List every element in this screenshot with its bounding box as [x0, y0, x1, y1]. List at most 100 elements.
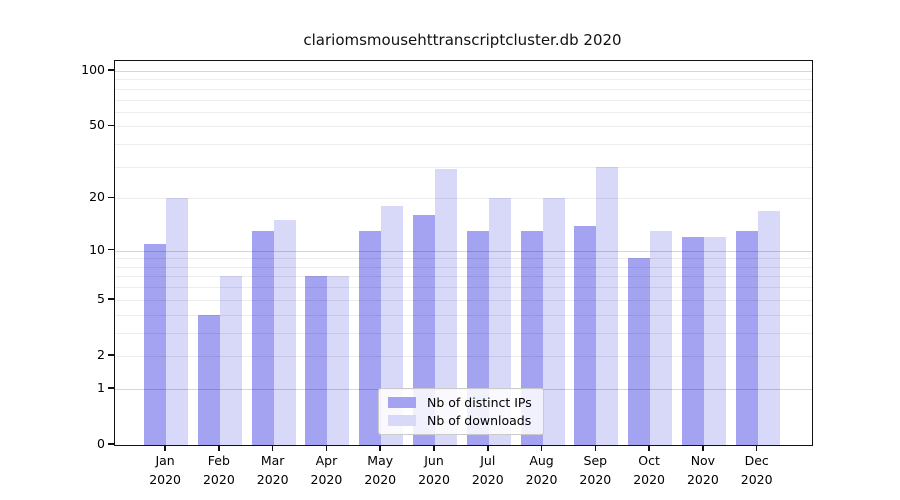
minor-gridline-80 — [115, 88, 812, 90]
legend-swatch-downloads — [388, 415, 416, 426]
x-tick-year: 2020 — [525, 472, 558, 487]
x-tick-mark-oct — [648, 445, 650, 451]
bar-ips-apr — [305, 276, 328, 445]
x-tick-label-dec: Dec 2020 — [727, 451, 787, 489]
x-tick-month: Mar — [260, 453, 285, 468]
x-tick-month: Dec — [744, 453, 769, 468]
x-tick-year: 2020 — [202, 472, 235, 487]
x-tick-month: Nov — [690, 453, 716, 468]
x-tick-month: Apr — [315, 453, 338, 468]
minor-gridline-40 — [115, 144, 812, 146]
x-tick-mark-apr — [325, 445, 328, 451]
legend-label-downloads: Nb of downloads — [427, 412, 532, 428]
x-tick-label-jan: Jan 2020 — [135, 451, 195, 489]
major-gridline-10 — [115, 250, 812, 252]
bar-ips-oct — [628, 258, 651, 445]
minor-gridline-50 — [115, 126, 812, 128]
x-tick-mark-sep — [594, 445, 597, 451]
y-tick-label-50: 50 — [89, 117, 105, 133]
x-tick-month: Sep — [583, 453, 608, 468]
y-tick-mark-5 — [108, 298, 114, 300]
x-tick-label-jul: Jul 2020 — [458, 451, 518, 489]
y-tick-label-5: 5 — [97, 290, 105, 306]
x-tick-month: Feb — [207, 453, 230, 468]
x-tick-month: Jun — [424, 453, 444, 468]
x-tick-month: Jan — [155, 453, 175, 468]
minor-gridline-9 — [115, 258, 812, 260]
bar-downloads-may — [381, 206, 404, 445]
x-tick-year: 2020 — [740, 472, 773, 487]
y-tick-label-100: 100 — [81, 61, 105, 77]
bar-downloads-mar — [273, 220, 296, 445]
plot-area: Nb of distinct IPs Nb of downloads — [114, 60, 813, 446]
x-tick-mark-nov — [702, 445, 704, 451]
bar-ips-jan — [144, 243, 167, 445]
minor-gridline-3 — [115, 332, 812, 334]
x-tick-mark-jun — [433, 445, 435, 451]
x-tick-year: 2020 — [149, 472, 181, 487]
bar-ips-feb — [197, 314, 220, 445]
major-gridline-100 — [115, 70, 812, 72]
x-tick-year: 2020 — [579, 472, 612, 487]
x-tick-label-sep: Sep 2020 — [565, 451, 625, 489]
bar-ips-jun — [413, 215, 435, 445]
x-tick-label-feb: Feb 2020 — [189, 451, 249, 489]
y-tick-mark-50 — [108, 124, 114, 127]
legend-row-distinct-ips: Nb of distinct IPs — [388, 394, 534, 410]
x-tick-mark-dec — [755, 445, 758, 451]
bar-downloads-apr — [327, 276, 350, 445]
minor-gridline-90 — [115, 79, 812, 81]
legend-swatch-distinct-ips — [388, 397, 416, 408]
bar-downloads-sep — [596, 166, 619, 445]
y-tick-label-20: 20 — [89, 189, 105, 205]
x-tick-mark-feb — [218, 445, 220, 451]
x-tick-year: 2020 — [686, 472, 719, 487]
legend: Nb of distinct IPs Nb of downloads — [378, 388, 544, 435]
bar-ips-nov — [681, 237, 704, 445]
x-tick-label-jun: Jun 2020 — [404, 451, 464, 489]
x-tick-mark-may — [379, 445, 381, 451]
bar-downloads-feb — [219, 276, 242, 445]
x-tick-mark-jul — [487, 445, 489, 451]
y-tick-mark-0 — [108, 443, 114, 445]
x-tick-year: 2020 — [418, 472, 450, 487]
legend-label-distinct-ips: Nb of distinct IPs — [427, 394, 532, 410]
x-tick-label-mar: Mar 2020 — [243, 451, 303, 489]
x-tick-year: 2020 — [256, 472, 289, 487]
bar-downloads-nov — [703, 237, 726, 445]
x-tick-label-nov: Nov 2020 — [673, 451, 733, 489]
minor-gridline-20 — [115, 198, 812, 200]
x-tick-label-oct: Oct 2020 — [619, 451, 679, 489]
chart-title: clariomsmousehttranscriptcluster.db 2020 — [303, 31, 622, 49]
x-tick-year: 2020 — [633, 472, 666, 487]
y-tick-label-1: 1 — [97, 379, 105, 395]
bar-downloads-oct — [650, 231, 673, 445]
minor-gridline-6 — [115, 287, 812, 289]
minor-gridline-8 — [115, 266, 812, 268]
y-tick-mark-20 — [108, 196, 114, 199]
bar-downloads-aug — [542, 198, 565, 445]
x-tick-mark-aug — [540, 445, 543, 451]
x-tick-mark-mar — [271, 445, 274, 451]
x-tick-label-apr: Apr 2020 — [296, 451, 356, 489]
x-tick-month: Aug — [529, 453, 554, 468]
x-tick-month: May — [367, 453, 394, 468]
y-tick-label-2: 2 — [97, 346, 105, 362]
x-tick-year: 2020 — [310, 472, 343, 487]
minor-gridline-60 — [115, 111, 812, 113]
minor-gridline-5 — [115, 299, 812, 301]
x-tick-year: 2020 — [364, 472, 397, 487]
legend-row-downloads: Nb of downloads — [388, 412, 534, 428]
x-tick-mark-jan — [164, 445, 166, 451]
x-tick-month: Oct — [638, 453, 660, 468]
y-tick-label-10: 10 — [89, 241, 105, 257]
y-tick-mark-1 — [108, 387, 114, 389]
minor-gridline-30 — [115, 166, 812, 168]
x-tick-year: 2020 — [471, 472, 504, 487]
x-tick-label-may: May 2020 — [350, 451, 410, 489]
y-tick-mark-10 — [108, 248, 114, 251]
bar-ips-mar — [251, 231, 274, 445]
bar-ips-may — [359, 231, 382, 445]
bar-downloads-dec — [757, 210, 780, 445]
